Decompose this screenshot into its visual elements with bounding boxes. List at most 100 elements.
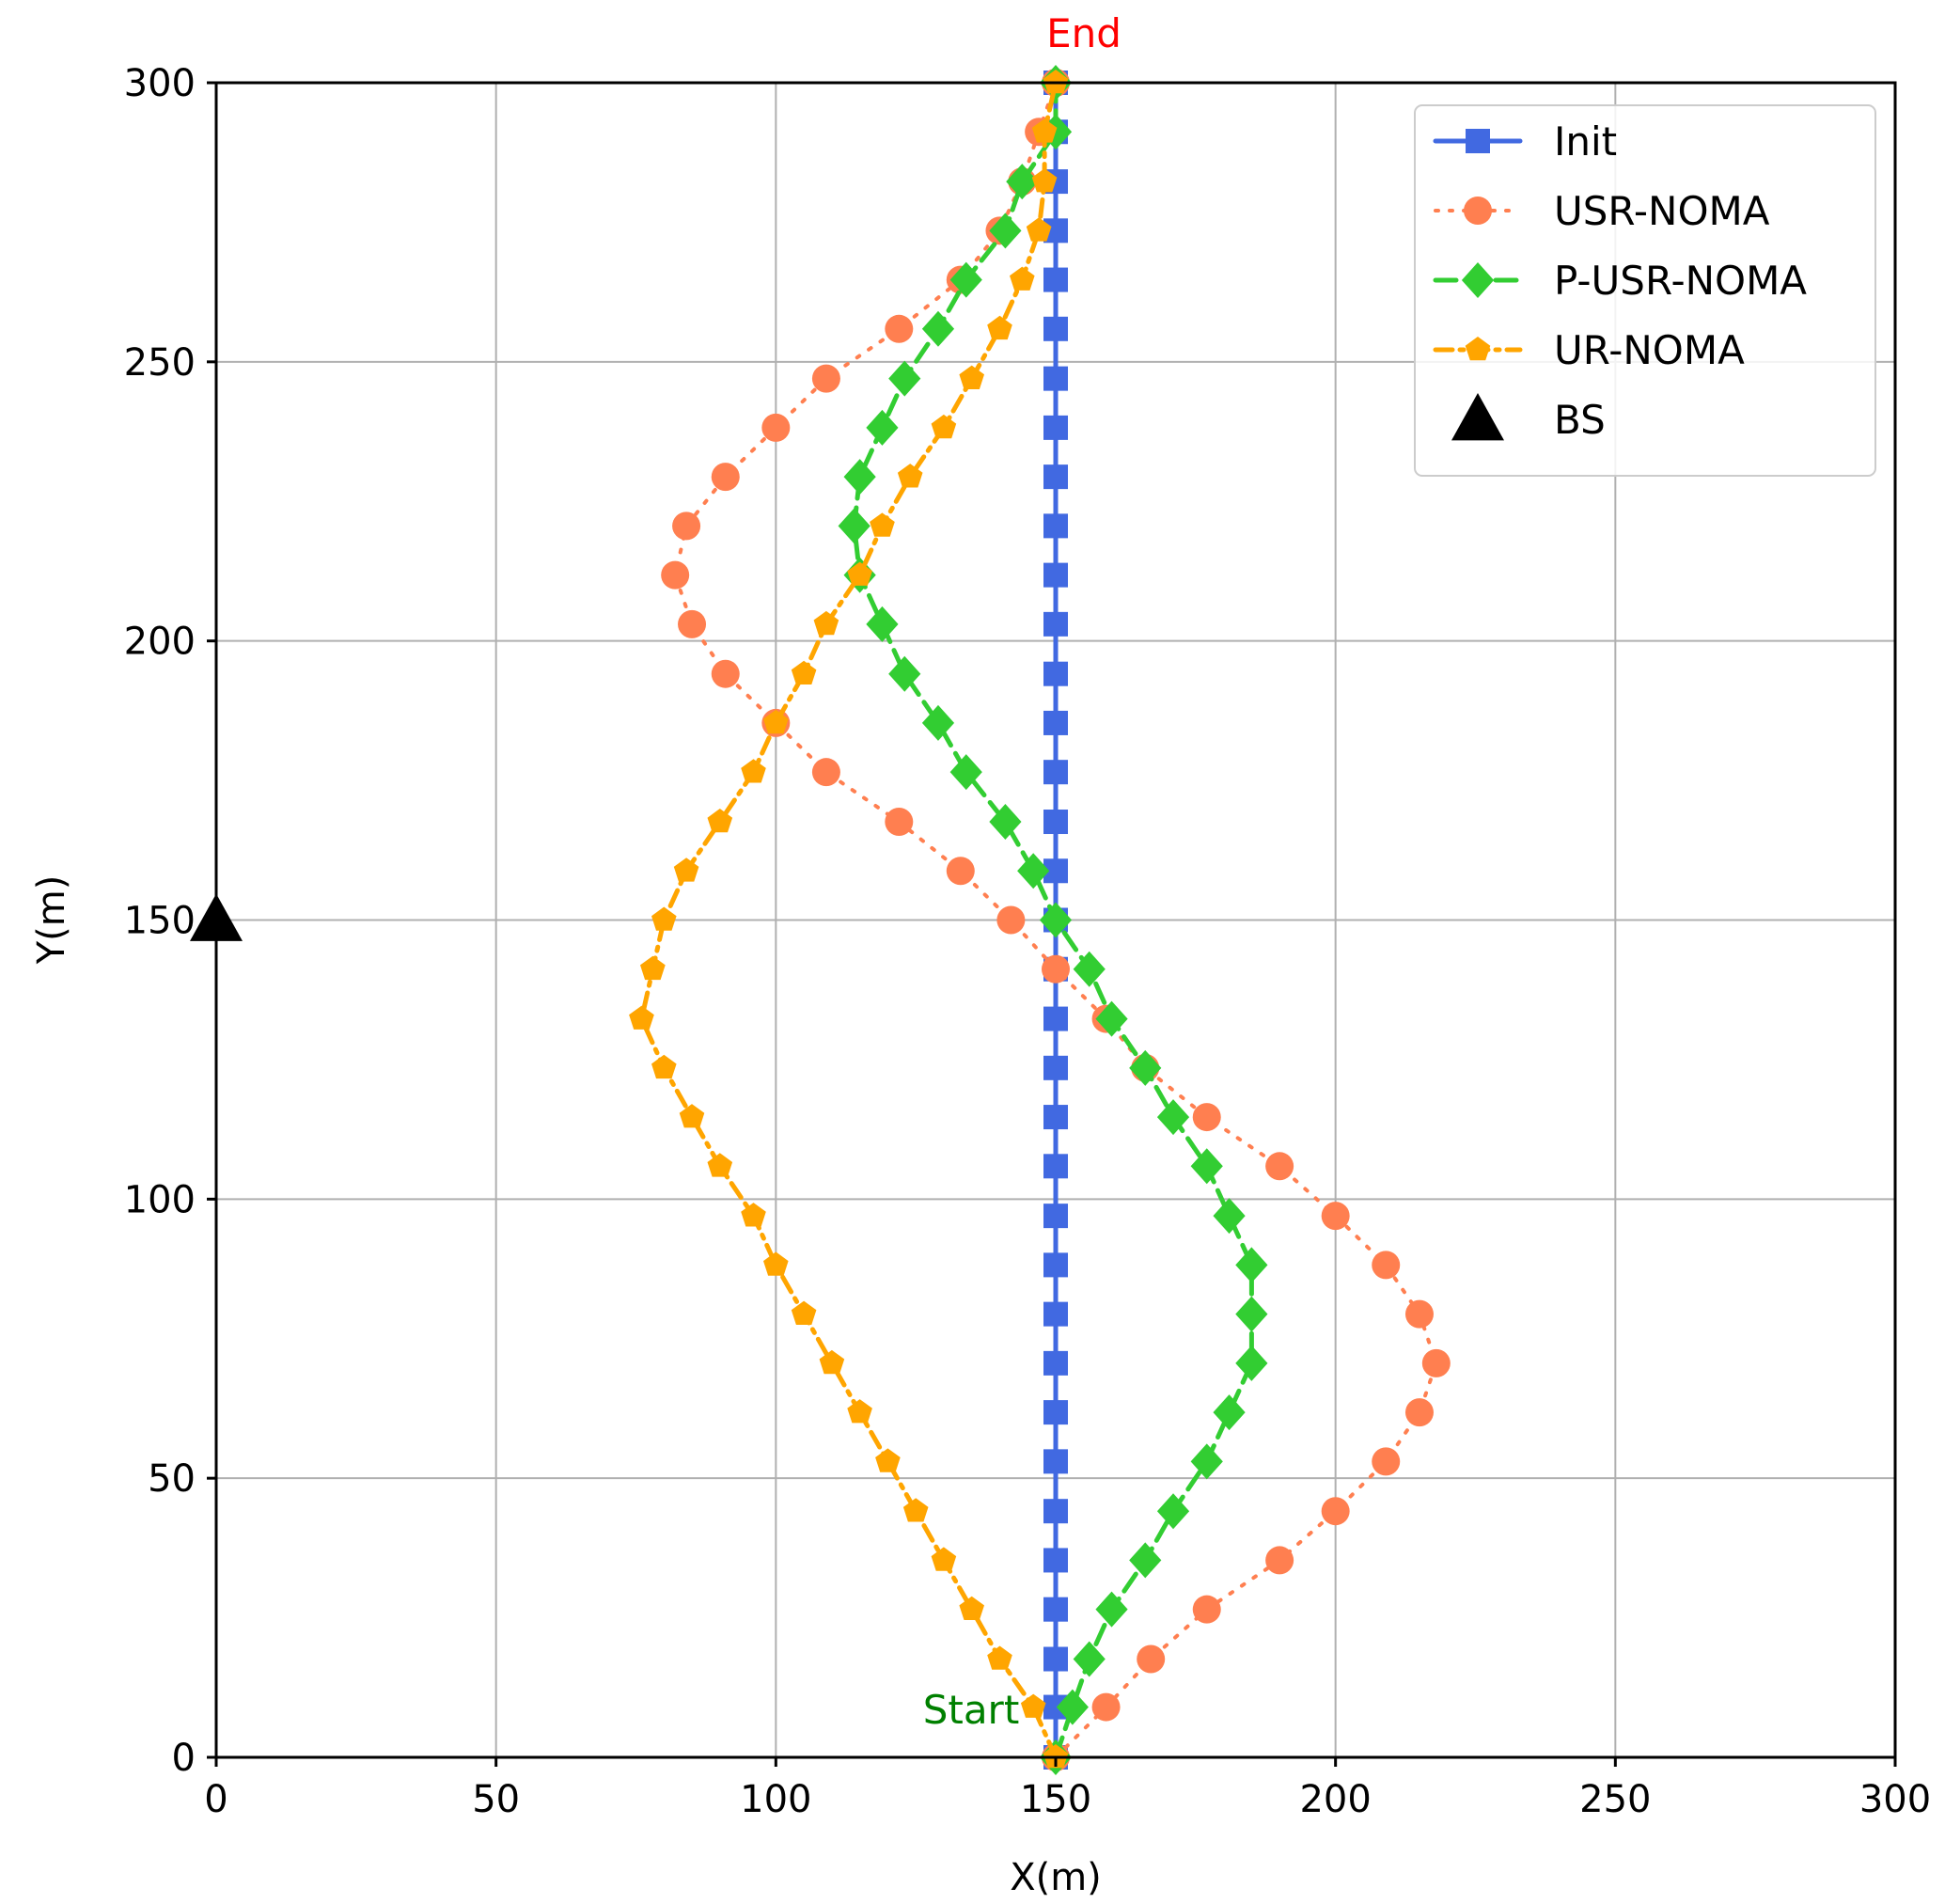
data-point — [1235, 1345, 1268, 1381]
data-point — [1010, 266, 1035, 291]
data-point — [1043, 562, 1068, 588]
x-tick-label: 150 — [1020, 1778, 1091, 1821]
y-tick-label: 300 — [124, 62, 196, 105]
data-point — [959, 365, 984, 389]
data-point — [875, 1448, 901, 1472]
legend-entry: P-USR-NOMA — [1433, 258, 1807, 304]
y-tick-label: 100 — [124, 1178, 196, 1221]
series-layer — [190, 65, 1451, 1775]
data-point — [1129, 1542, 1162, 1579]
data-point — [1213, 1394, 1246, 1431]
data-point — [1043, 1252, 1068, 1278]
data-point — [949, 754, 982, 791]
legend-label: Init — [1554, 118, 1617, 165]
data-point — [1031, 118, 1058, 143]
data-point — [931, 414, 957, 439]
data-point — [763, 1251, 789, 1276]
y-tick-label: 0 — [172, 1737, 196, 1780]
data-point — [813, 610, 839, 636]
data-point — [870, 512, 895, 537]
data-point — [888, 360, 921, 397]
data-point — [1043, 760, 1068, 785]
data-point — [1095, 1000, 1128, 1037]
data-point — [811, 364, 840, 393]
data-point — [707, 1153, 733, 1177]
legend-marker — [1451, 393, 1504, 441]
series-line — [638, 80, 1059, 1760]
data-point — [1404, 1398, 1434, 1427]
data-point — [838, 508, 871, 544]
data-point — [1043, 267, 1068, 292]
data-point — [1213, 1198, 1246, 1235]
data-point — [629, 1005, 654, 1030]
data-point — [1372, 1447, 1401, 1476]
data-point — [1043, 710, 1068, 735]
data-point — [1321, 1497, 1350, 1526]
data-point — [1017, 853, 1050, 889]
data-point — [885, 808, 914, 837]
y-tick-label: 250 — [124, 341, 196, 385]
data-point — [651, 1054, 677, 1079]
data-point — [949, 261, 982, 298]
data-point — [1421, 1348, 1451, 1377]
data-point — [819, 1349, 845, 1375]
data-point — [678, 609, 707, 638]
data-point — [847, 1399, 872, 1424]
legend-label: BS — [1554, 397, 1606, 443]
data-point — [791, 660, 817, 684]
data-point — [1404, 1299, 1434, 1329]
data-point — [679, 1104, 705, 1128]
data-point — [1043, 1055, 1068, 1080]
data-point — [1265, 1546, 1294, 1575]
data-point — [1095, 1591, 1128, 1628]
data-point — [711, 659, 740, 688]
data-point — [946, 857, 975, 886]
data-point — [1043, 1350, 1068, 1376]
x-tick-label: 200 — [1299, 1778, 1371, 1821]
data-point — [1043, 1499, 1068, 1524]
data-point — [1372, 1251, 1401, 1280]
legend-entry: BS — [1451, 393, 1606, 443]
data-point — [1043, 415, 1068, 440]
data-point — [1190, 1443, 1223, 1480]
data-point — [897, 464, 923, 488]
data-point — [791, 1300, 817, 1325]
series-ur-noma — [629, 70, 1069, 1769]
data-point — [763, 709, 789, 734]
data-point — [1026, 217, 1052, 242]
series-p-usr-noma — [838, 65, 1268, 1775]
data-point — [1043, 1646, 1068, 1672]
data-point — [1006, 164, 1039, 200]
axis-ticks: 0 50 100 150 200 250 300 0 50 100 150 200 250 300 — [124, 62, 1932, 1821]
data-point — [1192, 1103, 1221, 1132]
data-point — [1129, 1049, 1162, 1086]
data-point — [902, 1498, 929, 1522]
data-point — [1265, 1152, 1294, 1181]
data-point — [711, 463, 740, 492]
data-point — [989, 212, 1022, 249]
legend-marker — [1466, 129, 1490, 153]
data-point — [1043, 1597, 1068, 1622]
legend-entry: UR-NOMA — [1433, 327, 1745, 373]
data-point — [1091, 1692, 1121, 1722]
data-point — [1235, 1247, 1268, 1283]
data-point — [1190, 1148, 1223, 1185]
data-point — [1043, 1105, 1068, 1130]
data-point — [811, 758, 840, 787]
data-point — [1039, 902, 1073, 938]
data-point — [1039, 114, 1073, 150]
data-point — [1043, 1006, 1068, 1031]
data-point — [1043, 1449, 1068, 1474]
data-point — [931, 1547, 957, 1571]
data-point — [1043, 316, 1068, 341]
annotations: End Start — [923, 10, 1122, 1733]
data-point — [707, 809, 733, 833]
data-point — [1043, 1204, 1068, 1229]
data-point — [1156, 1493, 1190, 1530]
data-point — [661, 560, 690, 590]
legend-marker — [1465, 337, 1491, 361]
y-tick-label: 150 — [124, 900, 196, 943]
data-point — [741, 759, 766, 783]
x-axis-label: X(m) — [1010, 1856, 1102, 1899]
